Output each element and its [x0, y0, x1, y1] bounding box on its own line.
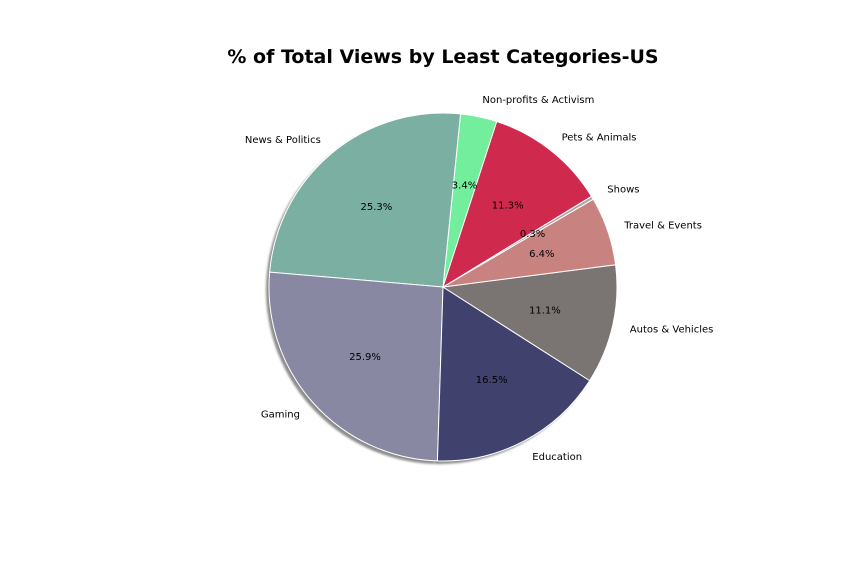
percent-label-travel-and-events: 6.4%: [529, 249, 554, 260]
slice-label-news-and-politics: News & Politics: [245, 135, 321, 146]
slice-education: [436, 286, 591, 462]
percent-labels: 3.4% 25.3% 25.9% 16.5% 11.1% 6.4% 0.3% 11.3%: [349, 180, 561, 385]
slice-label-shows: Shows: [607, 184, 639, 195]
percent-label-pets-and-animals: 11.3%: [492, 201, 524, 212]
chart-title: % of Total Views by Least Categories-US: [227, 46, 658, 68]
slice-news-and-politics: [269, 112, 462, 288]
slice-label-autos-and-vehicles: Autos & Vehicles: [630, 324, 714, 335]
percent-label-autos-and-vehicles: 11.1%: [529, 305, 561, 316]
slice-label-gaming: Gaming: [261, 410, 300, 421]
slice-autos-and-vehicles: [441, 264, 618, 382]
percent-label-non-profits-and-activism: 3.4%: [452, 180, 477, 191]
slice-pets-and-animals: [442, 120, 593, 289]
slice-label-travel-and-events: Travel & Events: [623, 221, 702, 232]
slice-label-pets-and-animals: Pets & Animals: [562, 132, 637, 143]
percent-label-gaming: 25.9%: [349, 352, 381, 363]
pie-slices: [268, 112, 618, 462]
percent-label-education: 16.5%: [476, 375, 508, 386]
slice-labels: Non-profits & Activism News & Politics Gam…: [245, 95, 714, 463]
slice-label-education: Education: [532, 452, 582, 463]
slice-label-non-profits-and-activism: Non-profits & Activism: [482, 95, 594, 106]
slice-gaming: [268, 271, 444, 462]
percent-label-news-and-politics: 25.3%: [361, 202, 393, 213]
percent-label-shows: 0.3%: [520, 229, 545, 240]
